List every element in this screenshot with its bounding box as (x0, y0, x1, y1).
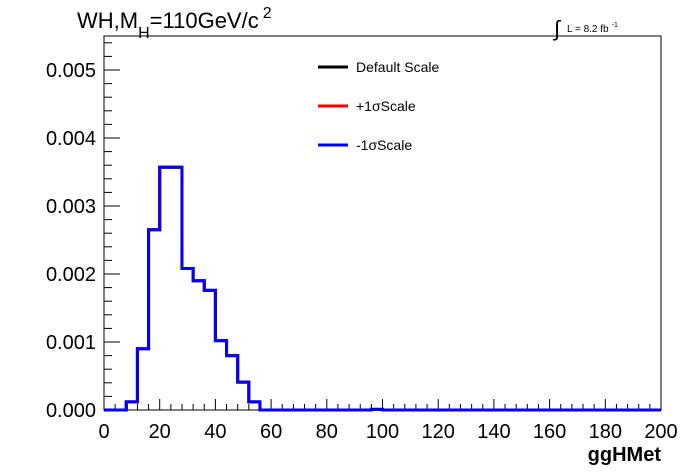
y-tick-label: 0.005 (46, 60, 96, 82)
x-tick-label: 20 (149, 421, 171, 443)
histogram-series-2 (104, 165, 661, 412)
x-tick-label: 100 (366, 421, 399, 443)
legend: Default Scale +1σScale -1σScale (318, 59, 439, 153)
plot-frame (103, 35, 662, 411)
y-tick-label: 0.002 (46, 264, 96, 286)
chart-title-value: =110GeV/c (150, 8, 259, 33)
x-tick-label: 140 (477, 421, 510, 443)
lumi-superscript: -1 (612, 22, 618, 29)
legend-label-minus1sigma: -1σScale (356, 137, 412, 153)
x-tick-label: 120 (422, 421, 455, 443)
x-tick-label: 0 (98, 421, 109, 443)
x-tick-label: 180 (589, 421, 622, 443)
legend-label-plus1sigma: +1σScale (356, 98, 416, 114)
chart-title-superscript: 2 (263, 5, 272, 22)
x-tick-label: 200 (644, 421, 677, 443)
chart-title-subscript: H (138, 25, 150, 42)
x-tick-label: 160 (533, 421, 566, 443)
histogram-series-0 (104, 165, 661, 412)
x-axis-label: ggHMet (588, 444, 662, 466)
x-tick-label: 60 (260, 421, 282, 443)
legend-label-default: Default Scale (356, 59, 439, 75)
chart-title: WH,MH=110GeV/c 2 (77, 5, 272, 42)
x-tick-label: 80 (316, 421, 338, 443)
y-tick-label: 0.003 (46, 196, 96, 218)
y-tick-label: 0.004 (46, 128, 96, 150)
integral-icon: ∫ (552, 16, 562, 41)
x-tick-label: 40 (204, 421, 226, 443)
series-layer (104, 165, 661, 412)
chart-title-main: WH,M (77, 8, 138, 33)
histogram-series-1 (104, 165, 661, 412)
axes: 0 20 40 60 80 100 120 140 160 180 200 0.000 0.001 0.0… (46, 42, 678, 443)
lumi-text: L = 8.2 fb (567, 24, 609, 35)
y-tick-label: 0.001 (46, 332, 96, 354)
y-tick-label: 0.000 (46, 400, 96, 422)
lumi-label: L = 8.2 fb -1 (567, 22, 618, 35)
